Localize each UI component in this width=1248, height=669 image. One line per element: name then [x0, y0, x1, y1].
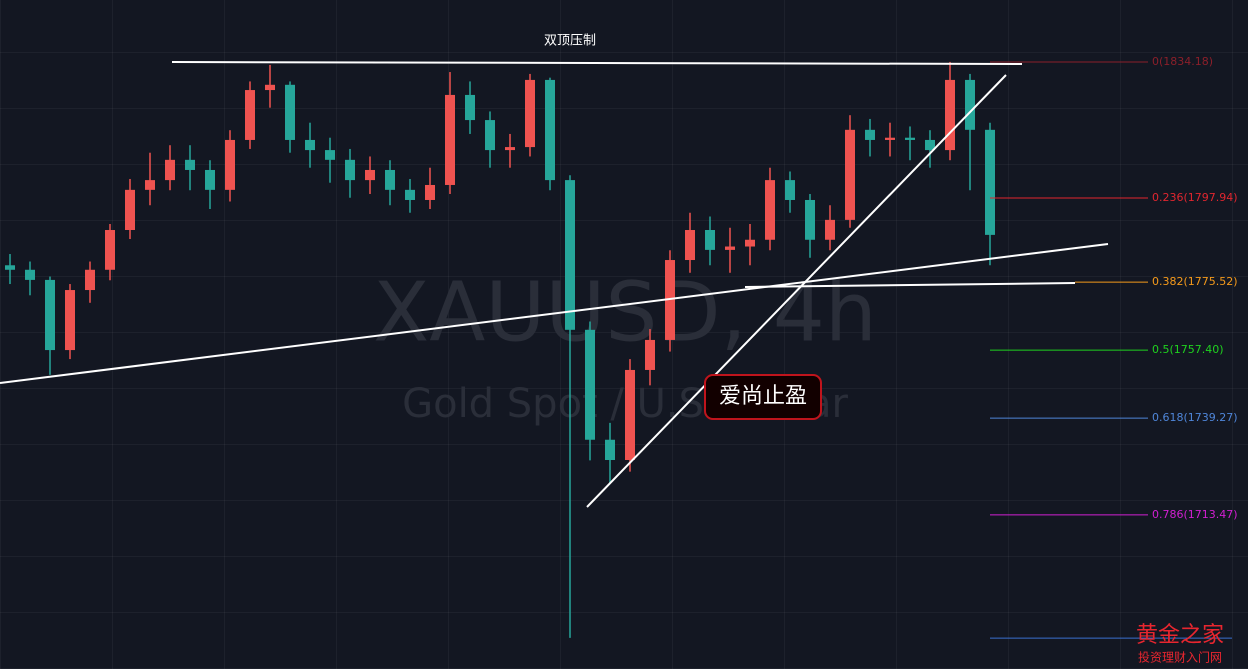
candle-body — [465, 94, 475, 121]
fib-label: 0.618(1739.27) — [1152, 411, 1238, 424]
candle-body — [985, 129, 995, 235]
candle-body — [65, 290, 75, 351]
candle-body — [685, 230, 695, 261]
candles — [5, 61, 995, 638]
candle-body — [45, 279, 55, 351]
candle-body — [345, 159, 355, 181]
watermark: XAUUSD, 4h — [373, 265, 877, 360]
brand: 黄金之家 — [1136, 623, 1224, 648]
fib-label: 0(1834.18) — [1152, 55, 1213, 68]
candle-body — [105, 230, 115, 270]
candle-body — [745, 239, 755, 247]
candle-body — [225, 139, 235, 190]
candle-body — [505, 147, 515, 151]
candle-body — [325, 150, 335, 160]
candle-body — [645, 339, 655, 370]
candle-body — [425, 184, 435, 200]
candle-body — [185, 159, 195, 170]
candle-body — [25, 269, 35, 280]
candle-body — [85, 269, 95, 291]
candle-body — [205, 169, 215, 190]
candle-body — [785, 180, 795, 200]
candle-body — [385, 169, 395, 190]
candle-body — [445, 94, 455, 185]
trend-lines — [0, 61, 1109, 508]
candle-body — [305, 139, 315, 151]
trend-line — [0, 243, 1109, 384]
candle-body — [405, 189, 415, 200]
candle-body — [665, 260, 675, 340]
candle-body — [965, 79, 975, 130]
candle-body — [845, 129, 855, 220]
fib-label: 0.786(1713.47) — [1152, 508, 1238, 521]
candle-body — [925, 139, 935, 151]
trend-line — [171, 61, 1023, 65]
candle-body — [885, 137, 895, 140]
candle-body — [625, 369, 635, 461]
candle-body — [905, 137, 915, 140]
fib-levels: 0(1834.18) 0.236(1797.94) 0.382(1775.52) 0.… — [990, 55, 1238, 639]
fib-label: 0.5(1757.40) — [1152, 343, 1224, 356]
candle-body — [725, 246, 735, 250]
fib-label: 0.236(1797.94) — [1152, 191, 1238, 204]
candle-body — [865, 129, 875, 140]
trend-line — [744, 282, 1076, 288]
candle-body — [545, 79, 555, 181]
candle-body — [485, 120, 495, 151]
candle-body — [245, 90, 255, 140]
candle-body — [365, 169, 375, 181]
brand-sub: 投资理财入门网 — [1138, 650, 1222, 665]
candle-body — [805, 199, 815, 240]
candle-body — [525, 79, 535, 148]
candle-body — [945, 79, 955, 151]
trend-line — [586, 74, 1007, 508]
candle-body — [705, 230, 715, 250]
candle-body — [285, 84, 295, 140]
candle-body — [585, 329, 595, 440]
candle-body — [825, 219, 835, 240]
annotation: 爱尚止盈 — [719, 384, 807, 409]
candle-body — [165, 159, 175, 181]
candle-body — [125, 189, 135, 231]
candle-body — [145, 180, 155, 190]
candle-body — [565, 180, 575, 330]
candle-body — [765, 180, 775, 240]
title: 双顶压制 — [544, 34, 596, 49]
candle-body — [5, 265, 15, 270]
fib-label: 0.382(1775.52) — [1152, 275, 1238, 288]
annotation-box — [704, 374, 822, 420]
candle-body — [265, 84, 275, 91]
candle-body — [605, 439, 615, 461]
